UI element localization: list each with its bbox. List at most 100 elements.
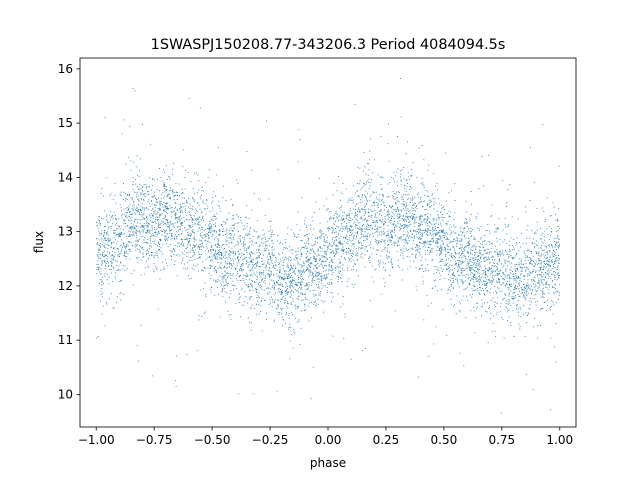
data-point (291, 334, 293, 335)
data-point (271, 247, 273, 249)
data-point (443, 232, 445, 234)
data-point (308, 233, 310, 235)
data-point (350, 226, 352, 228)
data-point (393, 218, 395, 219)
data-point (99, 234, 101, 236)
data-point (420, 182, 422, 184)
data-point (538, 279, 539, 281)
data-point (480, 279, 481, 281)
data-point (121, 215, 123, 217)
data-point (371, 232, 373, 234)
data-point (506, 260, 508, 262)
data-point (139, 245, 140, 246)
data-point (151, 210, 153, 211)
data-point (172, 224, 174, 226)
data-point (202, 237, 204, 239)
data-point (311, 317, 313, 319)
data-point (375, 268, 377, 270)
data-point (343, 240, 345, 242)
data-point (250, 283, 252, 285)
data-point (289, 296, 291, 298)
data-point (251, 279, 253, 281)
data-point (257, 255, 259, 257)
data-point (386, 235, 387, 237)
data-point (294, 332, 296, 334)
data-point (442, 241, 444, 243)
data-point (269, 283, 271, 285)
data-point (166, 179, 168, 180)
data-point (355, 218, 357, 220)
data-point (132, 227, 134, 229)
data-point (475, 256, 477, 258)
data-point (396, 244, 398, 246)
data-point (348, 259, 350, 261)
data-point (545, 277, 547, 279)
data-point (326, 259, 328, 261)
data-point (100, 273, 102, 275)
data-point (177, 226, 179, 228)
data-point (449, 216, 451, 217)
data-point (350, 260, 352, 262)
data-point (410, 231, 411, 232)
data-point (303, 262, 305, 264)
data-point (224, 288, 226, 290)
data-point (195, 265, 197, 267)
data-point (553, 304, 555, 306)
data-point (310, 249, 312, 251)
data-point (121, 234, 123, 235)
data-point (550, 264, 551, 266)
data-point (339, 262, 341, 264)
data-point (163, 218, 165, 220)
data-point (278, 314, 280, 315)
data-point (554, 240, 556, 242)
data-point (486, 276, 488, 278)
data-point (402, 215, 404, 217)
data-point (326, 221, 328, 223)
data-point (348, 278, 350, 280)
data-point (346, 224, 348, 226)
data-point (370, 138, 371, 140)
data-point (344, 226, 346, 227)
data-point (487, 252, 488, 254)
data-point (279, 242, 281, 244)
data-point (507, 189, 509, 191)
data-point (396, 207, 398, 209)
data-point (413, 216, 415, 218)
data-point (158, 241, 159, 243)
data-point (357, 227, 359, 229)
data-point (437, 270, 439, 272)
data-point (188, 240, 190, 242)
data-point (270, 271, 272, 273)
data-point (551, 286, 553, 288)
data-point (552, 267, 554, 269)
data-point (203, 270, 205, 272)
data-point (360, 254, 362, 256)
data-point (401, 279, 403, 281)
data-point (257, 257, 258, 259)
data-point (466, 265, 468, 266)
data-point (439, 236, 441, 238)
data-point (470, 248, 472, 250)
data-point (96, 221, 97, 223)
data-point (362, 234, 364, 236)
data-point (357, 183, 359, 184)
data-point (435, 240, 437, 242)
data-point (258, 265, 260, 267)
data-point (437, 267, 439, 269)
data-point (341, 281, 343, 283)
data-point (337, 176, 339, 177)
data-point (491, 280, 493, 282)
data-point (531, 264, 533, 266)
data-point (509, 244, 511, 246)
data-point (217, 242, 219, 244)
data-point (358, 207, 360, 209)
data-point (398, 210, 399, 212)
data-point (407, 268, 409, 270)
data-point (498, 278, 500, 279)
data-point (534, 262, 536, 264)
data-point (118, 226, 120, 228)
data-point (387, 233, 389, 234)
data-point (357, 248, 359, 250)
data-point (303, 293, 305, 295)
data-point (363, 170, 365, 172)
